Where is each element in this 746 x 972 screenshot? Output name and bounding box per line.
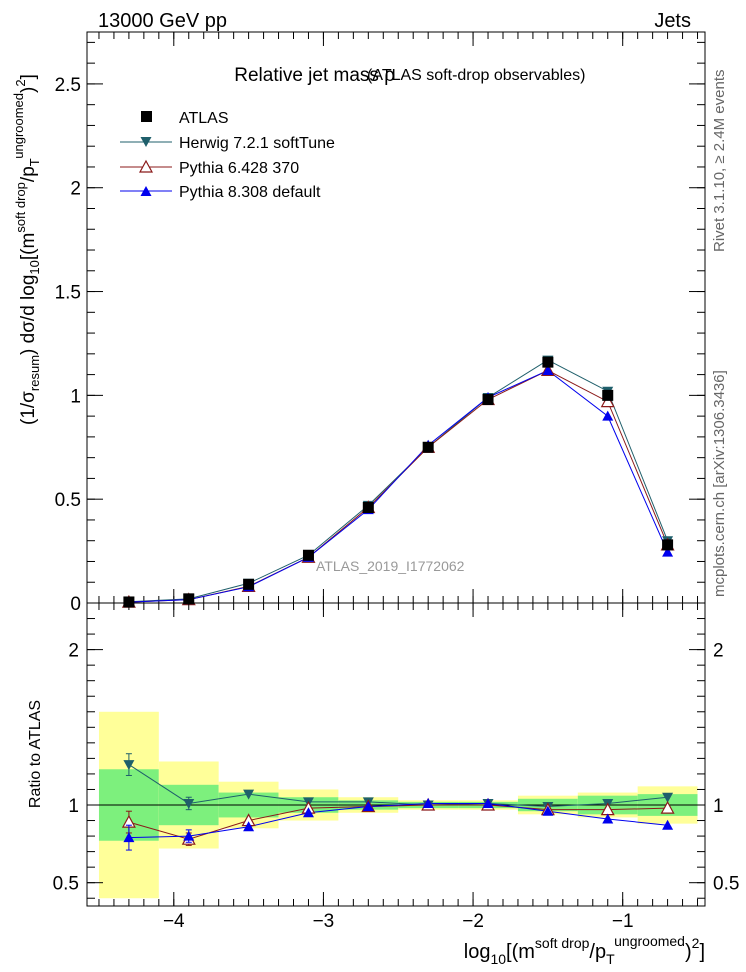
main-y-tick-label: 2 [70, 179, 81, 200]
legend-label-pythia6: Pythia 6.428 370 [179, 160, 299, 177]
main-data-point [123, 596, 135, 608]
main-y-axis-label: (1/σresum) dσ/d log10[(msoft drop/pTungr… [11, 74, 42, 425]
ratio-y-tick-label-right: 2 [713, 641, 724, 662]
main-y-tick-label: 2.5 [55, 75, 81, 96]
main-series [121, 355, 675, 608]
chart-title: Relative jet mass ρ [234, 65, 395, 86]
legend-label-pythia8: Pythia 8.308 default [179, 184, 321, 201]
mcplots-label: mcplots.cern.ch [arXiv:1306.3436] [711, 370, 728, 597]
ratio-data-point [243, 789, 255, 800]
chart-subtitle: (ATLAS soft-drop observables) [367, 67, 585, 84]
legend-item-atlas: ATLAS [141, 110, 229, 127]
main-y-tick-label: 0.5 [55, 490, 81, 511]
main-panel: 0 0.5 1 1.5 2 2.5 Relative jet mass ρ (ATLAS … [11, 31, 706, 615]
x-tick-label: −4 [163, 911, 185, 932]
ratio-axis-ticks: 0.5 0.5 1 1 2 2 −4 −3 −2 −1 [53, 603, 739, 932]
ratio-data-point [660, 800, 675, 814]
ratio-data-point [662, 792, 674, 803]
ratio-y-axis-label: Ratio to ATLAS [27, 700, 44, 808]
legend-marker-pythia6 [138, 159, 154, 173]
ratio-data-point [123, 760, 135, 771]
ratio-data-point [482, 797, 494, 808]
ratio-series-line [128, 802, 668, 839]
ratio-y-tick-label: 2 [68, 641, 79, 662]
ratio-data-point [422, 797, 434, 808]
main-data-point [542, 356, 554, 368]
ratio-plot-frame [86, 602, 706, 907]
ratio-data-point [602, 813, 614, 824]
legend-marker-pythia8 [140, 186, 152, 196]
legend: ATLAS Herwig 7.2.1 softTune Pythia 6.428… [120, 110, 335, 201]
ratio-y-tick-label-right: 0.5 [713, 874, 739, 895]
main-y-tick-label: 1.5 [55, 283, 81, 304]
main-data-point [482, 394, 494, 406]
main-data-point [600, 394, 615, 408]
legend-item-herwig: Herwig 7.2.1 softTune [120, 135, 335, 152]
analysis-label: ATLAS_2019_I1772062 [316, 558, 465, 574]
energy-label: 13000 GeV pp [98, 10, 227, 32]
main-data-point [362, 501, 374, 513]
x-tick-label: −1 [612, 911, 634, 932]
main-data-point [662, 546, 674, 557]
main-y-tick-label: 0 [70, 594, 81, 615]
main-data-point [662, 539, 674, 551]
main-data-point [302, 549, 314, 561]
legend-marker-atlas [141, 111, 152, 122]
legend-label-atlas: ATLAS [179, 110, 229, 127]
x-tick-label: −2 [462, 911, 484, 932]
legend-item-pythia6: Pythia 6.428 370 [120, 159, 299, 177]
ratio-data-point [183, 830, 195, 841]
ratio-data-point [362, 801, 374, 812]
main-y-tick-label: 1 [70, 386, 81, 407]
ratio-series-line [128, 804, 668, 840]
main-series-line [128, 369, 669, 603]
legend-marker-herwig [140, 137, 152, 147]
legend-label-herwig: Herwig 7.2.1 softTune [179, 135, 335, 152]
ratio-series-line [128, 764, 668, 808]
main-data-point [542, 364, 554, 375]
main-data-point [183, 593, 195, 605]
main-data-point [602, 389, 614, 401]
ratio-series [121, 753, 675, 851]
legend-item-pythia8: Pythia 8.308 default [120, 184, 321, 201]
ratio-data-point [542, 805, 554, 816]
ratio-y-tick-label: 1 [68, 796, 79, 817]
main-axis-ticks: 0 0.5 1 1.5 2 2.5 [55, 32, 705, 615]
ratio-data-point [243, 821, 255, 832]
ratio-data-point [662, 819, 674, 830]
x-axis-label: log10[(msoft drop/pTungroomed)2] [464, 933, 705, 967]
ratio-data-point [123, 832, 135, 843]
rivet-label: Rivet 3.1.10, ≥ 2.4M events [711, 70, 728, 253]
ratio-y-tick-label-right: 1 [713, 796, 724, 817]
ratio-y-tick-label: 0.5 [53, 874, 79, 895]
ratio-data-point [183, 798, 195, 809]
main-data-point [243, 578, 255, 590]
ratio-panel: 0.5 0.5 1 1 2 2 −4 −3 −2 −1 Ratio to ATLAS log10[… [27, 602, 739, 967]
main-data-point [602, 410, 614, 421]
process-label: Jets [654, 10, 691, 32]
x-tick-label: −3 [313, 911, 335, 932]
ratio-data-point [302, 807, 314, 818]
main-data-point [422, 441, 434, 453]
main-series-line [128, 359, 669, 603]
